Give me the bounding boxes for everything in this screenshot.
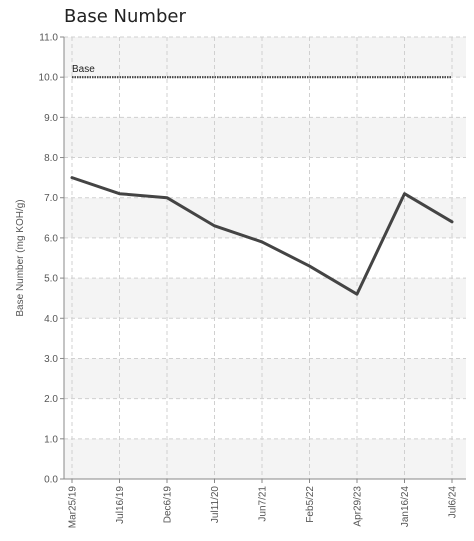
y-tick-label: 2.0: [44, 394, 58, 405]
x-tick-label: Jul11/20: [210, 486, 221, 524]
data-point: [165, 196, 169, 199]
plot-band: [64, 358, 466, 399]
plot-band: [64, 197, 466, 238]
series-group: [70, 176, 454, 296]
grid-lines: [64, 36, 466, 480]
plot-bands: [64, 37, 466, 479]
y-tick-label: 10.0: [39, 73, 59, 84]
x-tick-label: Feb5/22: [305, 486, 316, 523]
y-tick-label: 1.0: [44, 434, 58, 445]
x-tick-label: Jul16/19: [115, 486, 126, 524]
data-point: [450, 220, 454, 224]
plot-band: [64, 77, 466, 118]
y-tick-label: 7.0: [44, 193, 58, 204]
plot-band: [64, 438, 466, 479]
data-point: [355, 292, 359, 296]
plot-band: [64, 157, 466, 198]
plot-band: [64, 117, 466, 158]
reference-line-label: Base: [72, 64, 95, 75]
y-tick-label: 9.0: [44, 113, 58, 124]
x-tick-label: Dec6/19: [163, 486, 174, 524]
y-tick-label: 6.0: [44, 233, 58, 244]
plot-band: [64, 37, 466, 78]
y-tick-labels: 0.0 1.0 2.0 3.0 4.0 5.0 6.0 7.0 8.0 9.0 10.0 11.0: [39, 33, 59, 486]
y-tick-label: 0.0: [44, 475, 58, 486]
plot-band: [64, 278, 466, 319]
y-tick-label: 8.0: [44, 153, 58, 164]
x-tick-label: Mar25/19: [68, 486, 79, 529]
x-tick-label: Jun7/21: [258, 486, 269, 522]
plot-band: [64, 318, 466, 359]
y-tick-label: 3.0: [44, 354, 58, 365]
data-point: [118, 192, 121, 195]
y-tick-label: 5.0: [44, 274, 58, 285]
chart-title: Base Number: [64, 6, 186, 27]
data-point: [403, 192, 406, 195]
x-tick-labels: Mar25/19 Jul16/19 Dec6/19 Jul11/20 Jun7/21 Fe…: [68, 486, 459, 529]
x-tick-label: Jul6/24: [448, 486, 459, 519]
reference-line-group: Base: [72, 64, 452, 79]
y-axis-title: Base Number (mg KOH/g): [15, 199, 26, 316]
plot-band: [64, 398, 466, 439]
axes: [60, 36, 466, 483]
data-point: [213, 224, 216, 228]
data-point: [308, 264, 311, 268]
x-tick-label: Jan16/24: [400, 486, 411, 528]
data-point: [260, 240, 264, 244]
y-tick-label: 11.0: [39, 33, 58, 44]
data-point: [70, 176, 74, 179]
x-tick-label: Apr29/23: [353, 486, 364, 527]
y-tick-label: 4.0: [44, 314, 58, 325]
